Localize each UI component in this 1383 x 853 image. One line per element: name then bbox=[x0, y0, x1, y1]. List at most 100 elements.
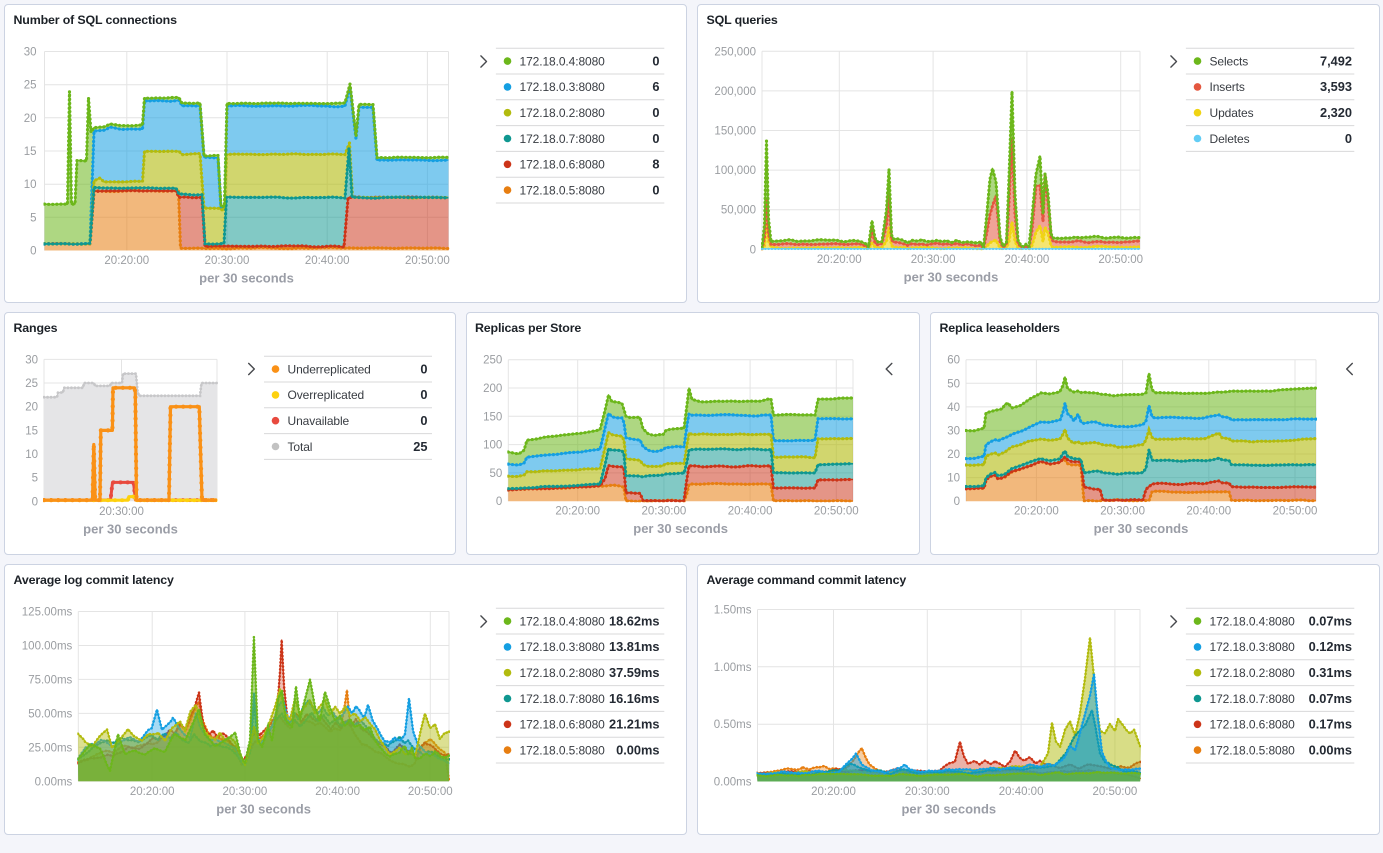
svg-text:100.00ms: 100.00ms bbox=[22, 641, 73, 653]
svg-text:172.18.0.3:8080: 172.18.0.3:8080 bbox=[520, 80, 606, 94]
svg-text:per 30 seconds: per 30 seconds bbox=[901, 802, 996, 817]
svg-text:172.18.0.6:8080: 172.18.0.6:8080 bbox=[1210, 718, 1296, 732]
svg-text:8: 8 bbox=[652, 157, 659, 172]
svg-text:50: 50 bbox=[490, 468, 503, 480]
svg-text:0: 0 bbox=[496, 496, 502, 508]
svg-text:18.62ms: 18.62ms bbox=[609, 613, 660, 628]
svg-text:0: 0 bbox=[652, 105, 659, 120]
svg-text:172.18.0.5:8080: 172.18.0.5:8080 bbox=[1210, 743, 1296, 757]
svg-text:50: 50 bbox=[947, 378, 960, 390]
svg-text:20:20:00: 20:20:00 bbox=[555, 506, 600, 518]
svg-text:0: 0 bbox=[420, 387, 427, 402]
svg-text:0: 0 bbox=[32, 496, 38, 508]
svg-text:per 30 seconds: per 30 seconds bbox=[1094, 521, 1189, 536]
svg-text:20:30:00: 20:30:00 bbox=[642, 506, 687, 518]
svg-text:172.18.0.5:8080: 172.18.0.5:8080 bbox=[520, 183, 606, 197]
svg-text:50.00ms: 50.00ms bbox=[28, 708, 72, 720]
svg-text:250: 250 bbox=[483, 355, 502, 367]
svg-text:172.18.0.7:8080: 172.18.0.7:8080 bbox=[520, 692, 606, 706]
svg-text:per 30 seconds: per 30 seconds bbox=[633, 521, 728, 536]
svg-text:172.18.0.6:8080: 172.18.0.6:8080 bbox=[520, 718, 606, 732]
svg-text:Unavailable: Unavailable bbox=[288, 414, 350, 428]
svg-text:200,000: 200,000 bbox=[714, 86, 756, 98]
svg-text:20:40:00: 20:40:00 bbox=[1005, 254, 1050, 266]
svg-text:0.07ms: 0.07ms bbox=[1309, 613, 1352, 628]
svg-text:20:40:00: 20:40:00 bbox=[999, 786, 1044, 798]
svg-text:0: 0 bbox=[954, 496, 960, 508]
svg-text:2,320: 2,320 bbox=[1320, 105, 1352, 120]
svg-text:20:50:00: 20:50:00 bbox=[408, 786, 453, 798]
svg-text:3,593: 3,593 bbox=[1320, 79, 1352, 94]
svg-text:10: 10 bbox=[25, 449, 38, 461]
svg-text:15: 15 bbox=[25, 425, 38, 437]
svg-text:20:40:00: 20:40:00 bbox=[305, 255, 350, 267]
svg-text:20:30:00: 20:30:00 bbox=[99, 506, 144, 518]
svg-text:172.18.0.3:8080: 172.18.0.3:8080 bbox=[1210, 640, 1296, 654]
svg-text:20:50:00: 20:50:00 bbox=[1098, 254, 1143, 266]
svg-text:20:50:00: 20:50:00 bbox=[1273, 506, 1318, 518]
svg-text:per 30 seconds: per 30 seconds bbox=[216, 801, 311, 816]
svg-text:5: 5 bbox=[32, 473, 38, 485]
svg-text:10: 10 bbox=[947, 473, 960, 485]
svg-text:20: 20 bbox=[24, 113, 37, 125]
svg-text:per 30 seconds: per 30 seconds bbox=[199, 271, 294, 286]
svg-text:30: 30 bbox=[947, 425, 960, 437]
svg-text:20:20:00: 20:20:00 bbox=[817, 254, 862, 266]
svg-text:172.18.0.4:8080: 172.18.0.4:8080 bbox=[520, 614, 606, 628]
svg-text:172.18.0.4:8080: 172.18.0.4:8080 bbox=[1210, 614, 1296, 628]
svg-text:20:20:00: 20:20:00 bbox=[104, 255, 149, 267]
svg-text:150,000: 150,000 bbox=[714, 126, 756, 138]
svg-text:20: 20 bbox=[25, 402, 38, 414]
svg-text:Selects: Selects bbox=[1210, 54, 1249, 68]
svg-text:20:50:00: 20:50:00 bbox=[1093, 786, 1138, 798]
svg-text:100: 100 bbox=[483, 440, 502, 452]
svg-text:0: 0 bbox=[420, 413, 427, 428]
svg-text:0.17ms: 0.17ms bbox=[1309, 717, 1352, 732]
svg-text:Updates: Updates bbox=[1210, 106, 1254, 120]
svg-text:0.00ms: 0.00ms bbox=[1309, 742, 1352, 757]
svg-text:20:30:00: 20:30:00 bbox=[1100, 506, 1145, 518]
svg-text:172.18.0.7:8080: 172.18.0.7:8080 bbox=[520, 132, 606, 146]
svg-text:0.00ms: 0.00ms bbox=[616, 742, 659, 757]
svg-text:172.18.0.4:8080: 172.18.0.4:8080 bbox=[520, 54, 606, 68]
svg-text:20:30:00: 20:30:00 bbox=[205, 255, 250, 267]
svg-text:60: 60 bbox=[947, 355, 960, 367]
svg-text:7,492: 7,492 bbox=[1320, 53, 1352, 68]
svg-text:0: 0 bbox=[1345, 131, 1352, 146]
svg-text:50,000: 50,000 bbox=[721, 205, 756, 217]
svg-text:10: 10 bbox=[24, 179, 37, 191]
svg-text:Underreplicated: Underreplicated bbox=[288, 362, 371, 376]
svg-text:25.00ms: 25.00ms bbox=[28, 742, 72, 754]
svg-text:172.18.0.2:8080: 172.18.0.2:8080 bbox=[1210, 666, 1296, 680]
svg-text:0.00ms: 0.00ms bbox=[35, 776, 73, 788]
svg-text:per 30 seconds: per 30 seconds bbox=[83, 521, 178, 536]
svg-text:250,000: 250,000 bbox=[714, 46, 756, 58]
svg-text:Overreplicated: Overreplicated bbox=[288, 388, 365, 402]
svg-text:20:50:00: 20:50:00 bbox=[405, 255, 450, 267]
svg-text:20:30:00: 20:30:00 bbox=[223, 786, 268, 798]
svg-text:16.16ms: 16.16ms bbox=[609, 691, 660, 706]
svg-text:0.07ms: 0.07ms bbox=[1309, 691, 1352, 706]
svg-text:0.12ms: 0.12ms bbox=[1309, 639, 1352, 654]
svg-text:20:20:00: 20:20:00 bbox=[811, 786, 856, 798]
svg-text:20:50:00: 20:50:00 bbox=[814, 506, 859, 518]
svg-text:30: 30 bbox=[24, 47, 37, 59]
svg-text:1.50ms: 1.50ms bbox=[714, 605, 752, 617]
svg-text:172.18.0.5:8080: 172.18.0.5:8080 bbox=[520, 743, 606, 757]
svg-text:per 30 seconds: per 30 seconds bbox=[904, 269, 999, 284]
svg-text:1.00ms: 1.00ms bbox=[714, 662, 752, 674]
svg-text:0.00ms: 0.00ms bbox=[714, 777, 752, 789]
svg-text:172.18.0.2:8080: 172.18.0.2:8080 bbox=[520, 666, 606, 680]
svg-text:20:30:00: 20:30:00 bbox=[911, 254, 956, 266]
svg-text:20:20:00: 20:20:00 bbox=[130, 786, 175, 798]
svg-text:172.18.0.7:8080: 172.18.0.7:8080 bbox=[1210, 692, 1296, 706]
svg-text:37.59ms: 37.59ms bbox=[609, 665, 660, 680]
svg-text:0: 0 bbox=[652, 182, 659, 197]
svg-text:172.18.0.2:8080: 172.18.0.2:8080 bbox=[520, 106, 606, 120]
svg-text:20:40:00: 20:40:00 bbox=[728, 506, 773, 518]
svg-text:13.81ms: 13.81ms bbox=[609, 639, 660, 654]
svg-text:25: 25 bbox=[25, 378, 38, 390]
svg-text:20: 20 bbox=[947, 449, 960, 461]
svg-text:75.00ms: 75.00ms bbox=[28, 674, 72, 686]
svg-text:20:30:00: 20:30:00 bbox=[905, 786, 950, 798]
